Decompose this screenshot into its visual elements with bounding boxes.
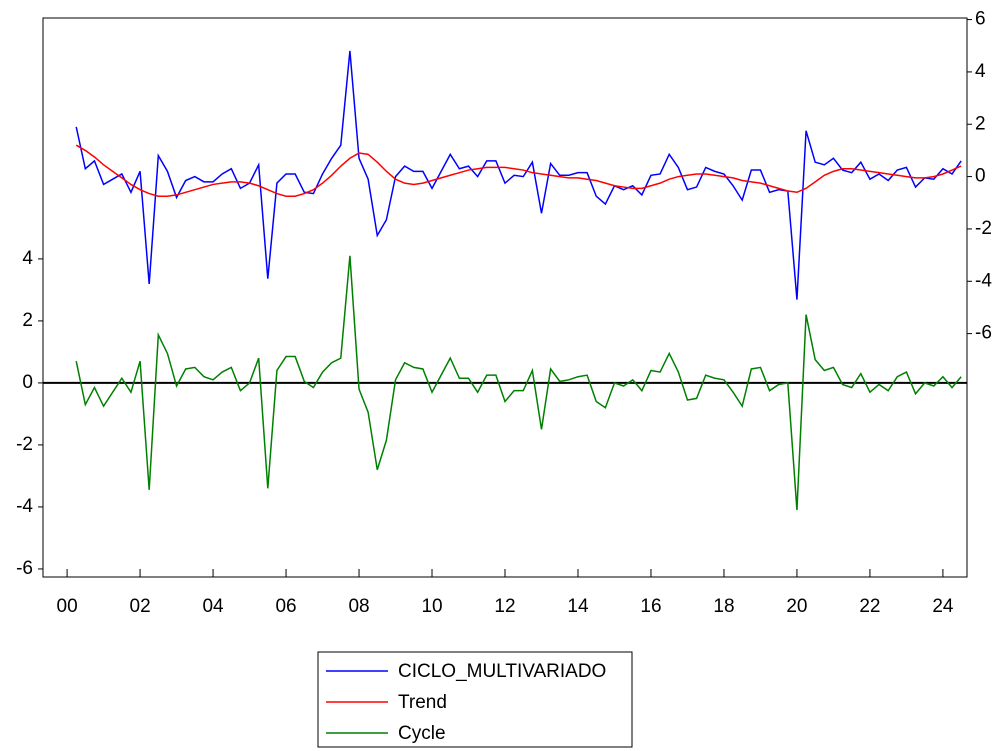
series-line <box>75 50 962 300</box>
y-tick-label: 2 <box>22 310 33 331</box>
series-line <box>75 144 962 197</box>
y2-tick-label: 6 <box>975 9 986 30</box>
y-tick-label: 0 <box>22 372 33 393</box>
series-line <box>75 255 962 511</box>
x-tick-label: 08 <box>348 596 369 617</box>
x-tick-label: 14 <box>567 596 589 617</box>
y-tick-label: -6 <box>16 558 33 579</box>
y2-tick-label: 4 <box>975 61 986 82</box>
x-tick-label: 12 <box>494 596 515 617</box>
y2-tick-label: 0 <box>975 166 986 187</box>
x-tick-label: 24 <box>932 596 954 617</box>
y-tick-label: 4 <box>22 248 33 269</box>
legend-box <box>317 651 633 748</box>
legend-label: CICLO_MULTIVARIADO <box>398 661 606 682</box>
x-tick-label: 18 <box>713 596 734 617</box>
x-tick-label: 20 <box>786 596 807 617</box>
x-tick-label: 10 <box>421 596 442 617</box>
x-tick-label: 06 <box>275 596 296 617</box>
legend-label: Cycle <box>398 723 446 744</box>
x-tick-label: 22 <box>859 596 880 617</box>
y2-tick-label: -6 <box>975 323 992 344</box>
plot-frame <box>42 17 968 578</box>
x-tick-label: 04 <box>202 596 224 617</box>
x-tick-label: 02 <box>130 596 151 617</box>
x-tick-label: 00 <box>57 596 78 617</box>
y-tick-label: -4 <box>16 496 33 517</box>
x-tick-label: 16 <box>640 596 661 617</box>
y2-tick-label: 2 <box>975 113 986 134</box>
legend-label: Trend <box>398 692 447 713</box>
y-tick-label: -2 <box>16 434 33 455</box>
y2-tick-label: -2 <box>975 218 992 239</box>
y2-tick-label: -4 <box>975 270 992 291</box>
